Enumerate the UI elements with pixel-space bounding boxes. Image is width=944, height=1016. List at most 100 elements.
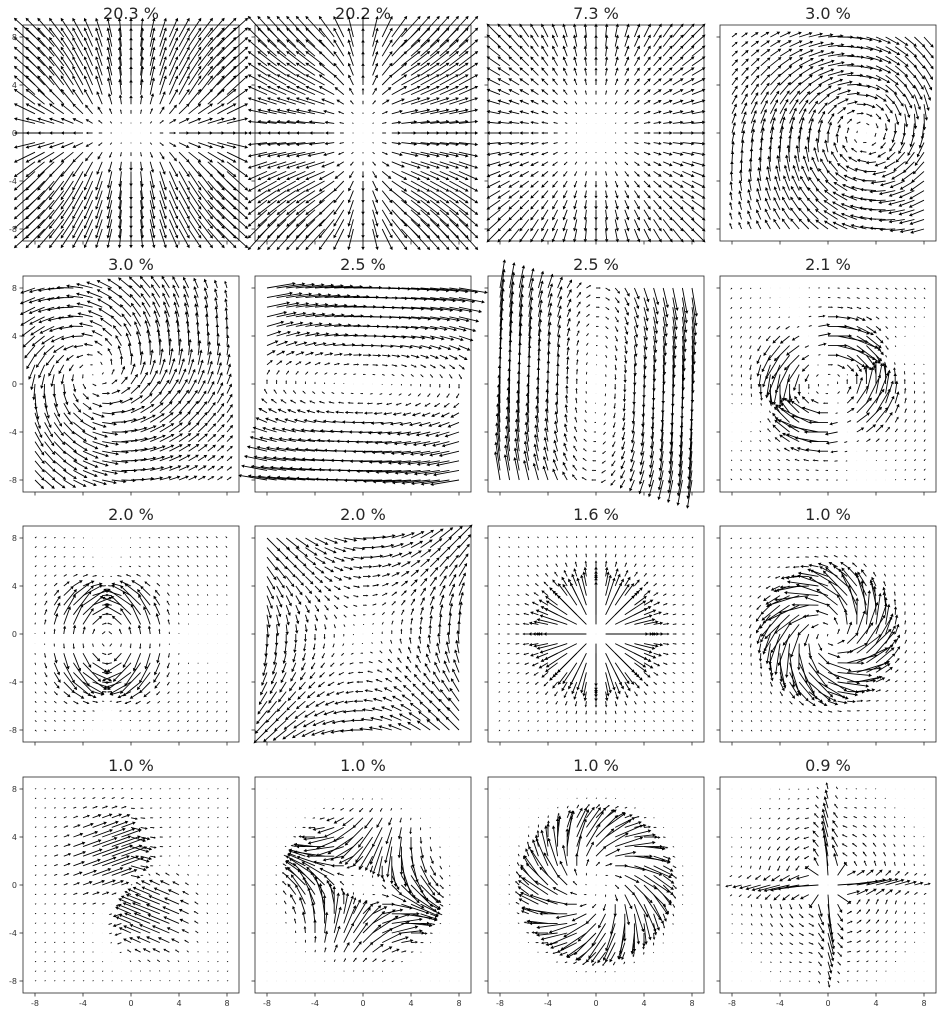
arrow-head [118, 94, 123, 98]
arrow-shaft [298, 109, 316, 115]
arrow-head [139, 94, 144, 98]
arrow-shaft [140, 219, 143, 236]
arrow-shaft [39, 228, 55, 247]
arrow-shaft [96, 59, 103, 76]
arrow-shaft [197, 68, 212, 86]
arrow-head [25, 159, 30, 163]
arrow-head [295, 188, 300, 192]
arrow-shaft [226, 151, 246, 162]
arrow-head [186, 158, 190, 163]
arrow-shaft [260, 87, 277, 96]
arrow-head [209, 234, 213, 239]
arrow-head [161, 143, 164, 146]
arrow-head [247, 211, 252, 215]
arrow-shaft [62, 58, 74, 76]
arrow-shaft [226, 29, 247, 47]
arrow-shaft [249, 209, 268, 225]
arrow-shaft [140, 68, 143, 86]
arrow-head [276, 51, 281, 55]
arrow-head [209, 37, 213, 41]
arrow-head [13, 131, 18, 135]
arrow-head [318, 15, 323, 20]
arrow-shaft [27, 209, 45, 228]
arrow-head [474, 154, 479, 158]
arrow-head [247, 142, 252, 147]
arrow-head [209, 215, 213, 220]
arrow-shaft [140, 97, 142, 105]
arrow-dot [595, 132, 597, 134]
arrow-head [286, 165, 290, 169]
arrow-head [244, 131, 249, 135]
arrow-shaft [73, 161, 84, 175]
arrow-head [186, 75, 190, 80]
arrow-shaft [27, 38, 45, 57]
arrow-shaft [149, 200, 155, 217]
arrow-head [140, 225, 145, 229]
arrow-shaft [188, 39, 200, 57]
arrow-head [209, 65, 213, 70]
arrow-head [209, 46, 213, 51]
arrow-shaft [250, 75, 268, 86]
arrow-shaft [119, 219, 122, 236]
arrow-shaft [168, 219, 177, 236]
arrow-shaft [39, 58, 55, 76]
arrow-shaft [168, 49, 177, 66]
arrow-head [106, 225, 110, 229]
arrow-shaft [159, 59, 166, 76]
arrow-head [257, 142, 261, 147]
arrow-head [257, 39, 261, 43]
arrow-shaft [249, 219, 268, 237]
arrow-shaft [85, 49, 94, 66]
arrow-shaft [159, 228, 166, 246]
arrow-head [83, 65, 88, 70]
arrow-shaft [149, 80, 154, 95]
arrow-shaft [343, 363, 348, 366]
arrow-head [276, 119, 280, 124]
arrow-head [95, 56, 99, 60]
arrow-shaft [86, 106, 93, 115]
arrow-shaft [298, 161, 316, 168]
arrow-head [83, 17, 88, 22]
arrow-shaft [378, 402, 383, 405]
arrow-head [243, 454, 248, 459]
arrow-head [13, 27, 18, 31]
arrow-shaft [119, 180, 122, 198]
arrow-shaft [188, 142, 199, 147]
arrow-shaft [39, 161, 55, 176]
arrow-head [95, 27, 99, 31]
arrow-head [84, 173, 88, 178]
arrow-head [286, 15, 290, 20]
arrow-shaft [27, 199, 45, 218]
arrow-shaft [149, 109, 153, 114]
arrow-head [118, 183, 122, 188]
arrow-head [198, 234, 202, 239]
arrow-shaft [27, 67, 45, 86]
arrow-head [247, 131, 251, 135]
arrow-shaft [40, 118, 55, 124]
arrow-head [232, 187, 237, 191]
arrow-shaft [289, 151, 306, 157]
arrow-shaft [62, 219, 74, 237]
arrow-head [95, 196, 99, 201]
arrow-shaft [259, 209, 277, 225]
arrow-head [13, 46, 18, 51]
arrow-head [37, 244, 41, 249]
arrow-head [60, 206, 64, 210]
arrow-shaft [197, 48, 212, 67]
arrow-head [83, 46, 88, 51]
arrow-head [247, 200, 252, 204]
arrow-shaft [226, 171, 247, 189]
arrow-shaft [27, 190, 45, 208]
arrow-head [295, 108, 300, 112]
arrow-shaft [96, 78, 103, 95]
arrow-head [96, 171, 100, 175]
arrow-head [276, 27, 281, 32]
arrow-shaft [119, 49, 122, 66]
arrow-head [198, 244, 202, 249]
arrow-head [49, 159, 53, 163]
arrow-shaft [140, 209, 143, 226]
arrow-head [186, 17, 190, 22]
arrow-head [140, 17, 145, 22]
arrow-shaft [565, 122, 568, 124]
arrow-shaft [97, 93, 103, 105]
